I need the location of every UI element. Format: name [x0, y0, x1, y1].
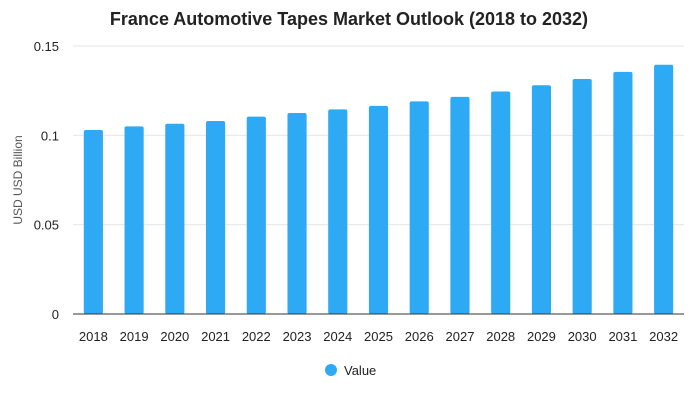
bars: [83, 64, 674, 315]
x-tick-label: 2032: [649, 329, 678, 344]
y-tick-label: 0: [52, 307, 59, 322]
x-tick-label: 2018: [79, 329, 108, 344]
x-tick-label: 2023: [283, 329, 312, 344]
bar-2030: [572, 79, 592, 314]
bar-2024: [328, 109, 348, 314]
x-tick-label: 2028: [486, 329, 515, 344]
y-tick-label: 0.05: [34, 218, 59, 233]
bar-2025: [368, 105, 389, 314]
bar-2028: [491, 91, 511, 314]
bar-2023: [287, 113, 307, 314]
bar-2019: [124, 126, 144, 315]
x-tick-label: 2024: [323, 329, 352, 344]
y-tick-label: 0.15: [34, 39, 59, 54]
bar-2021: [205, 121, 226, 314]
x-tick-label: 2021: [201, 329, 230, 344]
x-tick-label: 2027: [446, 329, 475, 344]
x-axis-ticks: 2018 2019 2020 2021 2022 2023 2024 2025 2026 2027…: [79, 329, 678, 344]
x-tick-label: 2025: [364, 329, 393, 344]
chart-title: France Automotive Tapes Market Outlook (…: [110, 9, 588, 29]
x-tick-label: 2022: [242, 329, 271, 344]
bar-2032: [654, 64, 674, 314]
bar-2031: [613, 71, 633, 314]
legend-swatch: [325, 364, 337, 376]
y-axis-label: USD USD Billion: [11, 135, 25, 224]
x-tick-label: 2030: [568, 329, 597, 344]
bar-2027: [450, 96, 470, 314]
bar-2026: [409, 101, 429, 315]
legend-label: Value: [344, 363, 376, 378]
bar-2018: [83, 129, 103, 314]
y-tick-label: 0.1: [41, 128, 59, 143]
x-tick-label: 2029: [527, 329, 556, 344]
bar-2022: [246, 116, 266, 314]
x-tick-label: 2026: [405, 329, 434, 344]
y-axis-ticks: 0 0.05 0.1 0.15: [34, 39, 59, 322]
legend: Value: [325, 363, 376, 378]
bar-2020: [165, 123, 185, 314]
x-tick-label: 2019: [120, 329, 149, 344]
x-tick-label: 2031: [608, 329, 637, 344]
bar-2029: [531, 85, 552, 314]
x-tick-label: 2020: [160, 329, 189, 344]
